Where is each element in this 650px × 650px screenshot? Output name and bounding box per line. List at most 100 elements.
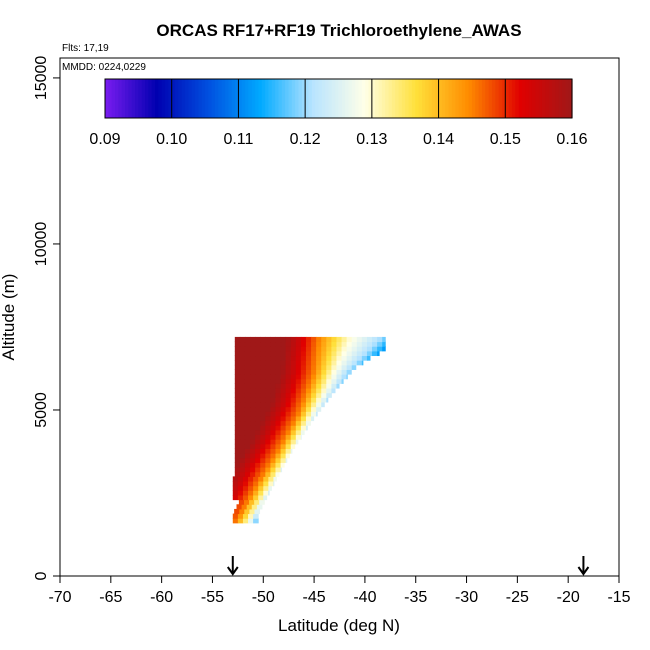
field-cell: [372, 341, 378, 347]
field-cell: [248, 490, 254, 496]
field-cell: [250, 462, 256, 468]
field-cell: [260, 341, 266, 347]
colorbar-swatch: [158, 79, 163, 118]
field-cell: [285, 420, 292, 426]
field-cell: [300, 355, 307, 361]
field-cell: [305, 388, 312, 394]
field-cell: [270, 457, 276, 463]
field-cell: [250, 467, 256, 473]
field-cell: [239, 388, 246, 394]
field-cell: [285, 388, 292, 394]
field-cell: [285, 350, 292, 357]
field-cell: [285, 355, 292, 361]
colorbar-swatch: [225, 79, 230, 118]
field-cell: [341, 341, 348, 347]
field-cell: [295, 369, 302, 375]
field-cell: [275, 471, 280, 477]
field-cell: [270, 453, 276, 459]
field-cell: [234, 369, 241, 375]
field-cell: [248, 476, 254, 482]
field-cell: [300, 364, 307, 370]
field-cell: [346, 355, 353, 361]
concentration-field: [232, 336, 386, 524]
field-cell: [275, 429, 282, 436]
field-cell: [250, 346, 256, 352]
field-cell: [316, 383, 322, 389]
field-cell: [242, 494, 249, 501]
colorbar-swatch: [511, 79, 516, 118]
field-cell: [255, 439, 261, 445]
colorbar-swatch: [198, 79, 203, 118]
field-cell: [244, 434, 251, 440]
colorbar-swatch: [125, 79, 129, 118]
x-tick-label: -65: [99, 589, 122, 606]
field-cell: [255, 457, 261, 463]
colorbar-tick-label: 0.16: [556, 131, 587, 148]
field-cell: [239, 439, 246, 445]
field-cell: [366, 346, 373, 352]
field-cell: [280, 415, 287, 422]
colorbar-swatch: [558, 79, 563, 118]
field-cell: [239, 402, 246, 408]
colorbar-swatch: [325, 79, 330, 118]
field-cell: [305, 346, 312, 352]
field-cell: [260, 388, 266, 394]
field-cell: [280, 457, 287, 463]
field-cell: [244, 429, 251, 436]
field-cell: [250, 341, 256, 347]
colorbar-swatch: [348, 79, 353, 118]
field-cell: [305, 406, 312, 412]
field-cell: [239, 471, 246, 477]
field-cell: [260, 364, 266, 370]
field-cell: [249, 508, 255, 515]
field-cell: [321, 383, 327, 389]
field-cell: [234, 336, 241, 343]
field-cell: [361, 355, 368, 361]
field-cell: [253, 481, 259, 487]
colorbar-swatch: [441, 79, 446, 118]
field-cell: [300, 429, 305, 436]
field-cell: [250, 411, 256, 417]
x-axis: -70 -65 -60 -55 -50 -45 -40 -35 -30 -25 -20 -15: [48, 576, 631, 606]
field-cell: [305, 369, 312, 375]
colorbar-swatch: [401, 79, 406, 118]
field-cell: [316, 402, 322, 408]
field-cell: [305, 420, 311, 426]
field-cell: [265, 402, 271, 408]
field-cell: [263, 481, 269, 487]
field-cell: [270, 388, 276, 394]
colorbar-swatch: [335, 79, 340, 118]
colorbar-swatch: [258, 79, 263, 118]
field-cell: [244, 462, 251, 468]
field-cell: [305, 425, 308, 431]
field-cell: [280, 374, 287, 380]
field-cell: [265, 434, 271, 440]
field-cell: [300, 392, 307, 398]
field-cell: [280, 383, 287, 389]
field-cell: [290, 443, 296, 449]
field-cell: [255, 383, 261, 389]
colorbar-swatch: [185, 79, 189, 118]
field-cell: [239, 411, 246, 417]
field-cell: [253, 476, 259, 482]
field-cell: [280, 336, 287, 343]
field-cell: [237, 513, 244, 519]
field-cell: [290, 360, 297, 366]
field-cell: [356, 350, 363, 357]
field-cell: [275, 360, 282, 366]
field-cell: [285, 434, 292, 440]
field-cell: [300, 378, 307, 384]
field-cell: [270, 402, 276, 408]
x-tick-label: -25: [506, 589, 529, 606]
field-cell: [260, 369, 266, 375]
field-cell: [265, 341, 271, 347]
field-cell: [295, 402, 302, 408]
field-cell: [250, 383, 256, 389]
field-cell: [250, 406, 256, 412]
field-cell: [239, 341, 246, 347]
field-cell: [260, 434, 266, 440]
x-tick-label: -55: [201, 589, 224, 606]
field-cell: [275, 378, 282, 384]
colorbar-swatch: [201, 79, 206, 118]
field-cell: [341, 378, 344, 384]
